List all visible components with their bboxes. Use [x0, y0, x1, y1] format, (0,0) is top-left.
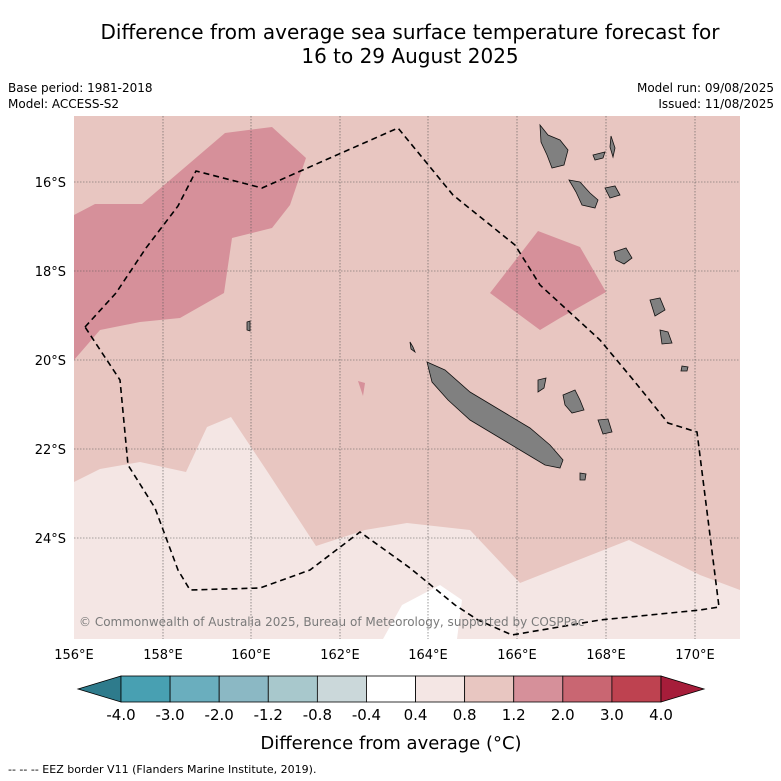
gridlines — [74, 116, 740, 639]
colorbar-extend-high — [660, 675, 706, 703]
base-period-text: Base period: 1981-2018 — [8, 81, 153, 95]
colorbar-swatch — [120, 675, 171, 703]
erromango-landmass — [649, 297, 666, 317]
colorbar-swatch — [562, 675, 613, 703]
copyright-credit: © Commonwealth of Australia 2025, Bureau… — [79, 615, 584, 629]
lat-label-20s: 20°S — [35, 354, 66, 369]
colorbar-swatch — [513, 675, 564, 703]
colorbar-swatch — [169, 675, 220, 703]
colorbar-tick-label: 4.0 — [649, 706, 673, 724]
eez-legend-note: -- -- -- EEZ border V11 (Flanders Marine… — [8, 763, 317, 776]
espiritu-santo-landmass — [539, 123, 569, 169]
colorbar-tick-label: -3.0 — [155, 706, 184, 724]
colorbar-tick-label: 3.0 — [600, 706, 624, 724]
lon-label-160e: 160°E — [231, 648, 271, 663]
tanna-landmass — [659, 329, 673, 345]
colorbar-extend-low — [76, 675, 122, 703]
colorbar-tick-label: 0.8 — [453, 706, 477, 724]
chart-title: Difference from average sea surface temp… — [40, 20, 780, 68]
lat-label-22s: 22°S — [35, 443, 66, 458]
colorbar-tick-label: -0.4 — [352, 706, 381, 724]
island-landmass — [409, 341, 416, 354]
isle-of-pines-landmass — [579, 472, 587, 481]
colorbar: -4.0 -3.0 -2.0 -1.2 -0.8 -0.4 0.4 0.8 1.2 2.0 3.0 4… — [76, 675, 706, 724]
new-caledonia-landmass — [426, 361, 564, 469]
anomaly-region-0.4-0.8 — [74, 417, 740, 639]
lifou-landmass — [562, 389, 585, 414]
land-masses — [246, 123, 689, 481]
lon-label-170e: 170°E — [675, 648, 715, 663]
anomaly-spot — [358, 381, 365, 396]
title-line-2: 16 to 29 August 2025 — [301, 44, 519, 68]
issued-text: Issued: 11/08/2025 — [658, 97, 774, 111]
colorbar-tick-label: 1.2 — [502, 706, 526, 724]
lat-label-16s: 16°S — [35, 176, 66, 191]
malakula-landmass — [568, 179, 599, 209]
lat-label-24s: 24°S — [35, 532, 66, 547]
map-area: © Commonwealth of Australia 2025, Bureau… — [74, 116, 740, 639]
colorbar-tick-label: 0.4 — [404, 706, 428, 724]
colorbar-title: Difference from average (°C) — [260, 733, 521, 754]
island-landmass — [680, 365, 689, 372]
island-landmass — [609, 135, 616, 159]
model-text: Model: ACCESS-S2 — [8, 97, 120, 111]
colorbar-swatch — [611, 675, 662, 703]
eez-border — [83, 127, 720, 636]
lon-label-162e: 162°E — [320, 648, 360, 663]
latitude-axis: 16°S 18°S 20°S 22°S 24°S — [35, 176, 66, 547]
colorbar-tick-label: -0.8 — [303, 706, 332, 724]
colorbar-swatch — [267, 675, 318, 703]
efate-landmass — [613, 247, 633, 265]
colorbar-tick-label: -2.0 — [205, 706, 234, 724]
colorbar-swatch — [316, 675, 367, 703]
meta-right: Model run: 09/08/2025 Issued: 11/08/2025 — [637, 80, 774, 112]
anomaly-region-1.2-2.0-west — [74, 127, 306, 360]
colorbar-tick-label: 2.0 — [551, 706, 575, 724]
longitude-axis: 156°E 158°E 160°E 162°E 164°E 166°E 168°… — [54, 648, 715, 663]
lon-label-158e: 158°E — [143, 648, 183, 663]
lon-label-156e: 156°E — [54, 648, 94, 663]
anomaly-region-neutral — [383, 585, 462, 639]
meta-left: Base period: 1981-2018 Model: ACCESS-S2 — [8, 80, 153, 112]
island-landmass — [246, 320, 251, 332]
ouvea-landmass — [537, 377, 547, 393]
lat-label-18s: 18°S — [35, 265, 66, 280]
colorbar-swatch — [464, 675, 515, 703]
lon-label-166e: 166°E — [497, 648, 537, 663]
island-landmass — [592, 151, 606, 161]
colorbar-swatch — [218, 675, 269, 703]
anomaly-region-1.2-2.0-east — [490, 231, 606, 330]
mare-landmass — [597, 418, 613, 435]
island-landmass — [604, 185, 621, 199]
colorbar-swatch — [415, 675, 466, 703]
model-run-text: Model run: 09/08/2025 — [636, 81, 774, 95]
colorbar-tick-label: -1.2 — [254, 706, 283, 724]
title-line-1: Difference from average sea surface temp… — [100, 20, 720, 44]
lon-label-164e: 164°E — [408, 648, 448, 663]
lon-label-168e: 168°E — [586, 648, 626, 663]
colorbar-swatch — [366, 675, 416, 703]
colorbar-tick-label: -4.0 — [106, 706, 135, 724]
